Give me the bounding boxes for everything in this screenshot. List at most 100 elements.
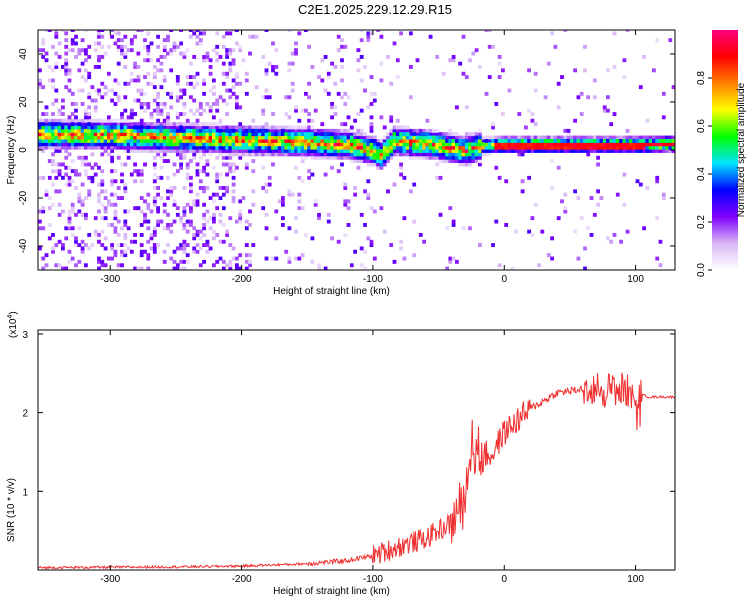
spectrogram-cell <box>189 206 193 211</box>
spectrogram-cell <box>84 118 88 123</box>
spectrogram-cell <box>120 139 124 143</box>
spectrogram-cell <box>202 145 206 150</box>
spectrogram-cell <box>235 142 239 147</box>
spectrogram-cell <box>192 128 197 133</box>
spectrogram-cell <box>261 152 266 157</box>
spectrogram-cell <box>235 30 239 32</box>
spectrogram-cell <box>208 108 213 113</box>
spectrogram-cell <box>353 132 357 137</box>
spectrogram-cell <box>87 192 92 197</box>
spectrogram-cell <box>645 135 650 140</box>
spectrogram-cell <box>172 142 177 147</box>
spectrogram-cell <box>74 132 78 137</box>
spectrogram-cell <box>369 162 374 167</box>
spectrogram-cell <box>464 105 469 110</box>
spectrogram-cell <box>478 243 482 247</box>
spectrogram-cell <box>281 128 285 133</box>
spectrogram-cell <box>271 139 275 143</box>
spectrogram-cell <box>175 263 180 268</box>
spectrogram-cell <box>241 196 246 200</box>
spectrogram-cell <box>169 105 174 110</box>
spectrogram-cell <box>212 149 216 153</box>
spectrogram-cell <box>376 30 380 32</box>
spectrogram-cell <box>123 145 128 150</box>
spectrogram-cell <box>313 155 318 160</box>
spectrogram-cell <box>546 149 551 153</box>
spectrogram-cell <box>629 145 633 150</box>
spectrogram-cell <box>87 115 92 120</box>
spectrogram-cell <box>139 105 144 110</box>
spectrogram-cell <box>290 149 295 153</box>
spectrogram-cell <box>120 132 124 137</box>
spectrogram-cell <box>67 226 72 231</box>
spectrogram-cell <box>386 159 390 163</box>
spectrogram-cell <box>632 139 637 143</box>
spectrogram-cell <box>139 253 144 258</box>
spectrogram-cell <box>484 30 489 32</box>
spectrogram-cell <box>333 128 338 133</box>
spectrogram-cell <box>310 236 315 241</box>
spectrogram-cell <box>182 226 187 231</box>
spectrogram-cell <box>399 142 403 147</box>
spectrogram-cell <box>107 122 111 127</box>
spectrogram-cell <box>399 239 403 244</box>
spectrogram-cell <box>244 139 249 143</box>
spectrogram-cell <box>185 81 190 86</box>
spectrogram-cell <box>146 81 151 86</box>
spectrogram-cell <box>326 155 331 160</box>
spectrogram-cell <box>169 125 174 130</box>
spectrogram-cell <box>238 128 243 133</box>
spectrogram-cell <box>54 31 59 36</box>
spectrogram-cell <box>655 139 660 143</box>
spectrogram-cell <box>566 135 571 140</box>
spectrogram-cell <box>432 152 436 157</box>
spectrogram-cell <box>372 142 377 147</box>
spectrogram-cell <box>185 139 190 143</box>
spectrogram-cell <box>412 155 417 160</box>
spectrogram-cell <box>212 135 216 140</box>
spectrogram-cell <box>159 128 164 133</box>
spectrogram-cell <box>143 145 147 150</box>
spectrogram-cell <box>494 149 499 153</box>
spectrogram-cell <box>47 196 52 200</box>
spectrogram-cell <box>392 132 397 137</box>
spectrogram-cell <box>629 142 633 147</box>
spectrogram-cell <box>264 212 269 217</box>
spectrogram-cell <box>326 135 331 140</box>
spectrogram-cell <box>294 128 298 133</box>
spectrogram-cell <box>504 179 509 184</box>
spectrogram-cell <box>563 142 568 147</box>
spectrogram-cell <box>606 149 610 153</box>
spectrogram-cell <box>248 142 252 147</box>
spectrogram-cell <box>156 91 160 96</box>
spectrogram-cell <box>169 145 174 150</box>
spectrogram-cell <box>343 155 348 160</box>
spectrogram-cell <box>54 162 59 167</box>
spectrogram-cell <box>225 71 229 76</box>
spectrogram-cell <box>80 88 85 93</box>
spectrogram-cell <box>418 155 423 160</box>
spectrogram-cell <box>159 219 164 224</box>
spectrogram-cell <box>405 142 410 147</box>
spectrogram-cell <box>169 142 174 147</box>
spectrogram-cell <box>51 78 55 83</box>
spectrogram-cell <box>238 81 243 86</box>
spectrogram-cell <box>195 199 200 204</box>
spectrogram-cell <box>320 132 325 137</box>
spectrogram-cell <box>179 266 183 270</box>
spectrogram-cell <box>609 149 614 153</box>
snr-line <box>38 372 675 570</box>
spectrogram-cell <box>143 139 147 143</box>
spectrogram-cell <box>258 142 262 147</box>
spectrogram-cell <box>123 209 128 214</box>
spectrogram-cell <box>152 135 157 140</box>
spectrogram-cell <box>320 155 325 160</box>
spectrogram-cell <box>451 223 456 227</box>
spectrogram-cell <box>57 125 62 130</box>
spectrogram-cell <box>175 125 180 130</box>
spectrogram-cell <box>169 51 174 56</box>
spectrogram-cell <box>74 108 78 113</box>
spectrogram-cell <box>67 128 72 133</box>
spectrogram-y-tick-label: 20 <box>18 96 29 108</box>
spectrogram-cell <box>363 139 367 143</box>
